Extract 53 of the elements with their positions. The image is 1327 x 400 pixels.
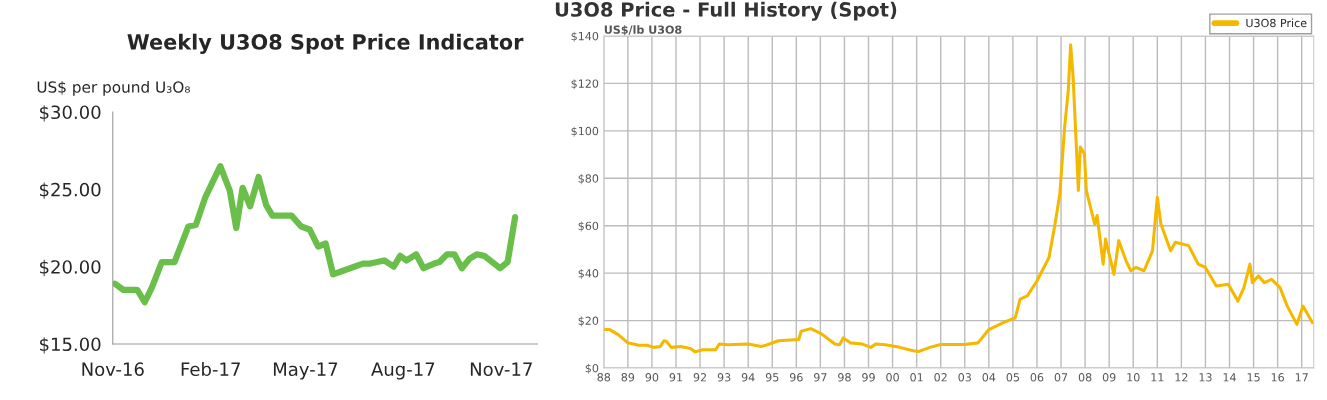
y-tick-label: $30.00 bbox=[40, 105, 101, 122]
x-tick-label: 06 bbox=[1030, 373, 1044, 382]
x-tick-label: 88 bbox=[597, 373, 611, 382]
line-series bbox=[603, 43, 1314, 354]
y-tick-label: $80 bbox=[578, 174, 599, 185]
x-tick-label: 07 bbox=[1054, 373, 1068, 382]
x-tick-label: 97 bbox=[814, 373, 827, 382]
x-tick-label: May-17 bbox=[273, 362, 338, 380]
x-tick-label: 15 bbox=[1247, 373, 1260, 382]
x-tick-label: 89 bbox=[621, 373, 635, 382]
x-tick-label: 95 bbox=[765, 373, 779, 382]
x-tick-label: 90 bbox=[645, 373, 659, 382]
x-tick-label: 92 bbox=[693, 373, 707, 382]
y-tick-label: $0 bbox=[585, 363, 599, 374]
x-tick-label: 03 bbox=[958, 373, 971, 382]
y-tick-label: $40 bbox=[578, 268, 599, 279]
y-axis-title: US$ per pound U₃O₈ bbox=[37, 80, 190, 96]
y-tick-label: $15.00 bbox=[40, 337, 101, 354]
x-tick-label: 17 bbox=[1295, 373, 1308, 382]
y-tick-label: $140 bbox=[571, 31, 599, 42]
x-tick-label: Feb-17 bbox=[181, 362, 240, 377]
x-tick-label: 05 bbox=[1006, 373, 1019, 382]
chart-title: U3O8 Price - Full History (Spot) bbox=[555, 1, 897, 21]
x-tick-label: 02 bbox=[934, 373, 947, 382]
x-tick-label: 91 bbox=[669, 373, 683, 382]
y-tick-label: $20.00 bbox=[40, 259, 101, 277]
legend-label: U3O8 Price bbox=[1246, 18, 1307, 28]
y-axis-title: US$/lb U3O8 bbox=[604, 25, 682, 36]
x-tick-label: 99 bbox=[862, 373, 875, 382]
chart-title: Weekly U3O8 Spot Price Indicator bbox=[127, 33, 524, 54]
x-tick-label: Nov-17 bbox=[470, 362, 532, 377]
y-tick-label: $100 bbox=[571, 126, 599, 137]
x-tick-label: 10 bbox=[1127, 373, 1140, 382]
y-tick-label: $20 bbox=[578, 316, 599, 327]
x-tick-label: 00 bbox=[886, 373, 899, 382]
x-tick-label: 98 bbox=[838, 373, 851, 382]
y-tick-label: $25.00 bbox=[40, 182, 101, 199]
x-tick-label: 12 bbox=[1175, 373, 1188, 382]
x-tick-label: 04 bbox=[982, 373, 996, 382]
x-tick-label: 08 bbox=[1078, 373, 1092, 382]
x-tick-label: 96 bbox=[789, 373, 803, 382]
x-tick-label: 93 bbox=[717, 373, 731, 382]
x-tick-label: 11 bbox=[1151, 373, 1164, 382]
x-tick-label: 01 bbox=[910, 373, 923, 382]
x-tick-label: 14 bbox=[1223, 373, 1236, 382]
y-tick-label: $120 bbox=[571, 79, 599, 90]
y-tick-label: $60 bbox=[578, 221, 599, 232]
x-tick-label: 09 bbox=[1102, 373, 1116, 382]
x-tick-label: 13 bbox=[1199, 373, 1212, 382]
x-tick-label: Aug-17 bbox=[371, 362, 435, 380]
x-tick-label: Nov-16 bbox=[82, 362, 144, 377]
x-tick-label: 16 bbox=[1271, 373, 1284, 382]
x-tick-label: 94 bbox=[741, 373, 755, 382]
